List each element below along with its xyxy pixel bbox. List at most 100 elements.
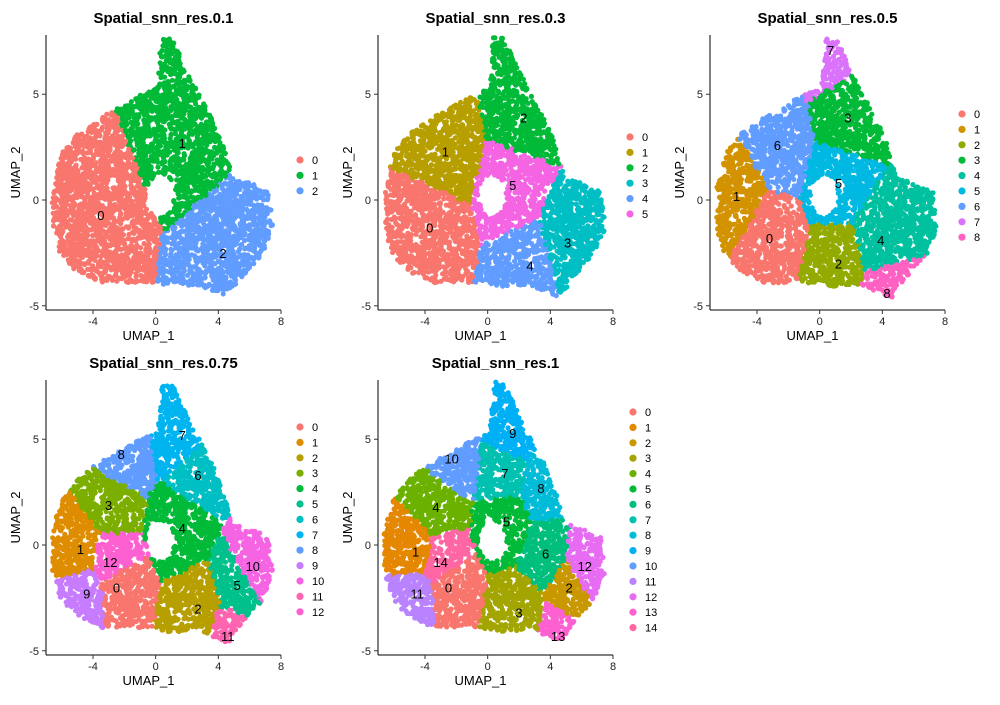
point-cluster-1: [140, 107, 145, 112]
point-cluster-2: [249, 193, 254, 198]
point-cluster-1: [186, 178, 191, 183]
point-cluster-0: [95, 238, 100, 243]
point-cluster-0: [69, 207, 74, 212]
point-cluster-2: [163, 249, 168, 254]
point-cluster-1: [175, 127, 180, 132]
point-cluster-0: [156, 223, 161, 228]
point-cluster-2: [251, 182, 256, 187]
point-cluster-1: [163, 64, 168, 69]
point-cluster-0: [82, 205, 87, 210]
point-cluster-0: [82, 135, 87, 140]
point-cluster-1: [188, 84, 193, 89]
point-cluster-1: [145, 99, 150, 104]
point-cluster-0: [80, 150, 85, 155]
point-cluster-1: [211, 162, 216, 167]
point-cluster-1: [125, 121, 130, 126]
legend-key-0: [296, 156, 303, 163]
point-cluster-0: [119, 252, 124, 257]
point-cluster-1: [196, 161, 201, 166]
point-cluster-2: [203, 252, 208, 257]
point-cluster-1: [199, 152, 204, 157]
point-cluster-0: [122, 203, 127, 208]
point-cluster-0: [130, 162, 135, 167]
point-cluster-1: [172, 113, 177, 118]
scatter-points: [383, 35, 607, 298]
point-cluster-0: [153, 253, 158, 258]
point-cluster-0: [129, 278, 134, 283]
point-cluster-2: [199, 234, 204, 239]
point-cluster-0: [55, 169, 60, 174]
point-cluster-1: [173, 216, 178, 221]
point-cluster-1: [158, 143, 163, 148]
point-cluster-1: [120, 118, 125, 123]
point-cluster-0: [135, 179, 140, 184]
point-cluster-0: [140, 259, 145, 264]
point-cluster-0: [73, 195, 78, 200]
point-cluster-0: [67, 260, 72, 265]
point-cluster-1: [177, 163, 182, 168]
point-cluster-0: [111, 194, 116, 199]
point-cluster-0: [94, 246, 99, 251]
point-cluster-0: [103, 197, 108, 202]
point-cluster-0: [61, 170, 66, 175]
point-cluster-2: [172, 225, 177, 230]
point-cluster-2: [219, 264, 224, 269]
point-cluster-0: [116, 166, 121, 171]
point-cluster-2: [262, 215, 267, 220]
point-cluster-1: [137, 171, 142, 176]
point-cluster-0: [101, 189, 106, 194]
point-cluster-0: [138, 235, 143, 240]
point-cluster-2: [256, 195, 261, 200]
point-cluster-0: [100, 150, 105, 155]
point-cluster-0: [131, 257, 136, 262]
point-cluster-1: [159, 114, 164, 119]
point-cluster-2: [189, 232, 194, 237]
point-cluster-0: [141, 230, 146, 235]
point-cluster-2: [245, 202, 250, 207]
point-cluster-2: [236, 254, 241, 259]
point-cluster-0: [71, 224, 76, 229]
point-cluster-2: [220, 238, 225, 243]
point-cluster-1: [199, 169, 204, 174]
point-cluster-0: [73, 157, 78, 162]
point-cluster-1: [201, 126, 206, 131]
point-cluster-0: [157, 242, 162, 247]
point-cluster-1: [175, 49, 180, 54]
point-cluster-0: [89, 248, 94, 253]
point-cluster-2: [228, 188, 233, 193]
point-cluster-1: [180, 182, 185, 187]
point-cluster-0: [92, 190, 97, 195]
point-cluster-1: [221, 173, 226, 178]
legend-label-0: 0: [312, 155, 318, 167]
point-cluster-1: [193, 184, 198, 189]
point-cluster-0: [138, 265, 143, 270]
point-cluster-2: [221, 278, 226, 283]
point-cluster-2: [258, 204, 263, 209]
point-cluster-2: [217, 210, 222, 215]
point-cluster-0: [85, 215, 90, 220]
point-cluster-2: [227, 198, 232, 203]
point-cluster-2: [247, 227, 252, 232]
point-cluster-1: [173, 107, 178, 112]
point-cluster-2: [177, 274, 182, 279]
point-cluster-2: [202, 214, 207, 219]
point-cluster-2: [254, 252, 259, 257]
point-cluster-2: [231, 224, 236, 229]
point-cluster-1: [166, 221, 171, 226]
point-cluster-0: [83, 225, 88, 230]
point-cluster-0: [66, 160, 71, 165]
point-cluster-0: [67, 170, 72, 175]
point-cluster-1: [190, 93, 195, 98]
point-cluster-0: [119, 144, 124, 149]
point-cluster-2: [219, 186, 224, 191]
point-cluster-2: [226, 252, 231, 257]
point-cluster-0: [88, 148, 93, 153]
point-cluster-0: [81, 171, 86, 176]
point-cluster-1: [150, 176, 155, 181]
point-cluster-0: [101, 119, 106, 124]
point-cluster-0: [72, 231, 77, 236]
point-cluster-1: [157, 152, 162, 157]
point-cluster-0: [118, 212, 123, 217]
